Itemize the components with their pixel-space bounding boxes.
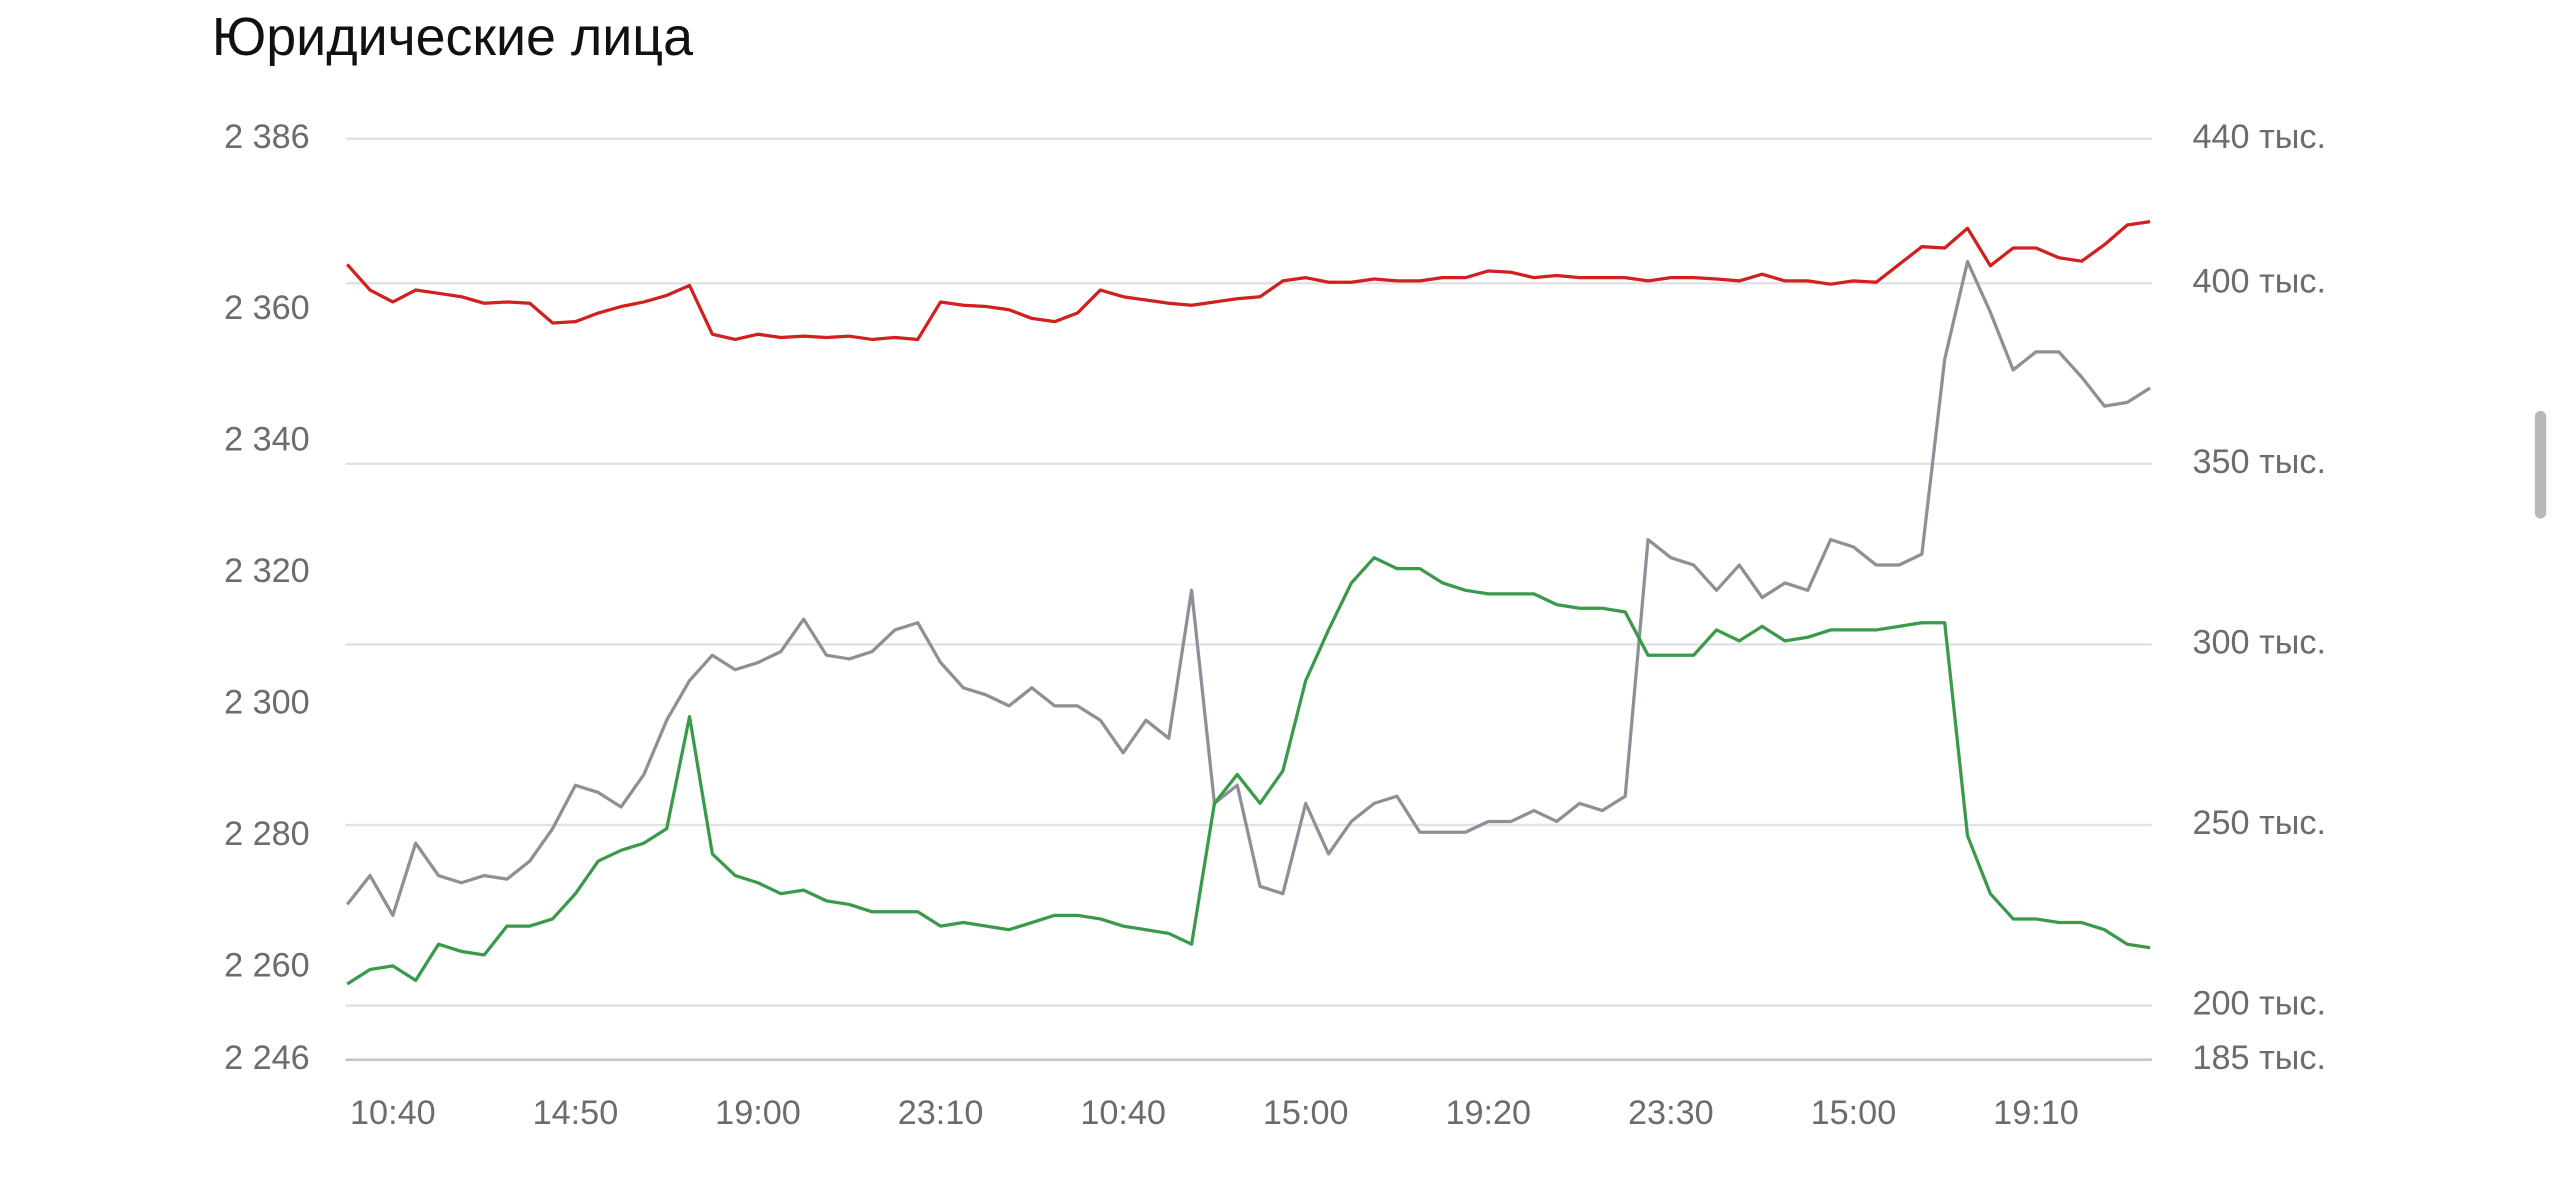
y-tick-label: 2 340 bbox=[224, 420, 310, 458]
y-tick-label: 2 246 bbox=[224, 1039, 310, 1077]
series-line bbox=[345, 259, 2151, 917]
x-tick-label: 23:30 bbox=[1628, 1094, 1714, 1132]
y-tick-label: 2 260 bbox=[224, 947, 310, 985]
y-tick-label: 2 300 bbox=[224, 684, 310, 722]
y2-tick-label: 250 тыс. bbox=[2192, 804, 2325, 842]
y-tick-label: 2 386 bbox=[224, 118, 310, 156]
chart-title: Юридические лица bbox=[212, 7, 693, 67]
y2-tick-label: 185 тыс. bbox=[2192, 1039, 2325, 1077]
y2-tick-label: 200 тыс. bbox=[2192, 985, 2325, 1023]
series-line bbox=[346, 556, 2151, 986]
x-tick-label: 19:20 bbox=[1445, 1094, 1531, 1132]
y2-tick-label: 400 тыс. bbox=[2192, 262, 2325, 300]
x-tick-label: 19:00 bbox=[715, 1094, 801, 1132]
y-tick-label: 2 280 bbox=[224, 815, 310, 853]
x-tick-label: 14:50 bbox=[533, 1094, 619, 1132]
y2-tick-label: 440 тыс. bbox=[2192, 118, 2325, 156]
x-tick-label: 15:00 bbox=[1263, 1094, 1349, 1132]
y2-tick-label: 300 тыс. bbox=[2192, 623, 2325, 661]
series-line bbox=[345, 219, 2151, 342]
y2-tick-label: 350 тыс. bbox=[2192, 443, 2325, 481]
x-tick-label: 15:00 bbox=[1811, 1094, 1897, 1132]
x-tick-label: 23:10 bbox=[898, 1094, 984, 1132]
x-tick-label: 10:40 bbox=[1080, 1094, 1166, 1132]
scrollbar[interactable] bbox=[2534, 411, 2547, 519]
x-tick-label: 19:10 bbox=[1993, 1094, 2079, 1132]
y-tick-label: 2 320 bbox=[224, 552, 310, 590]
y-tick-label: 2 360 bbox=[224, 289, 310, 327]
x-tick-label: 10:40 bbox=[350, 1094, 436, 1132]
